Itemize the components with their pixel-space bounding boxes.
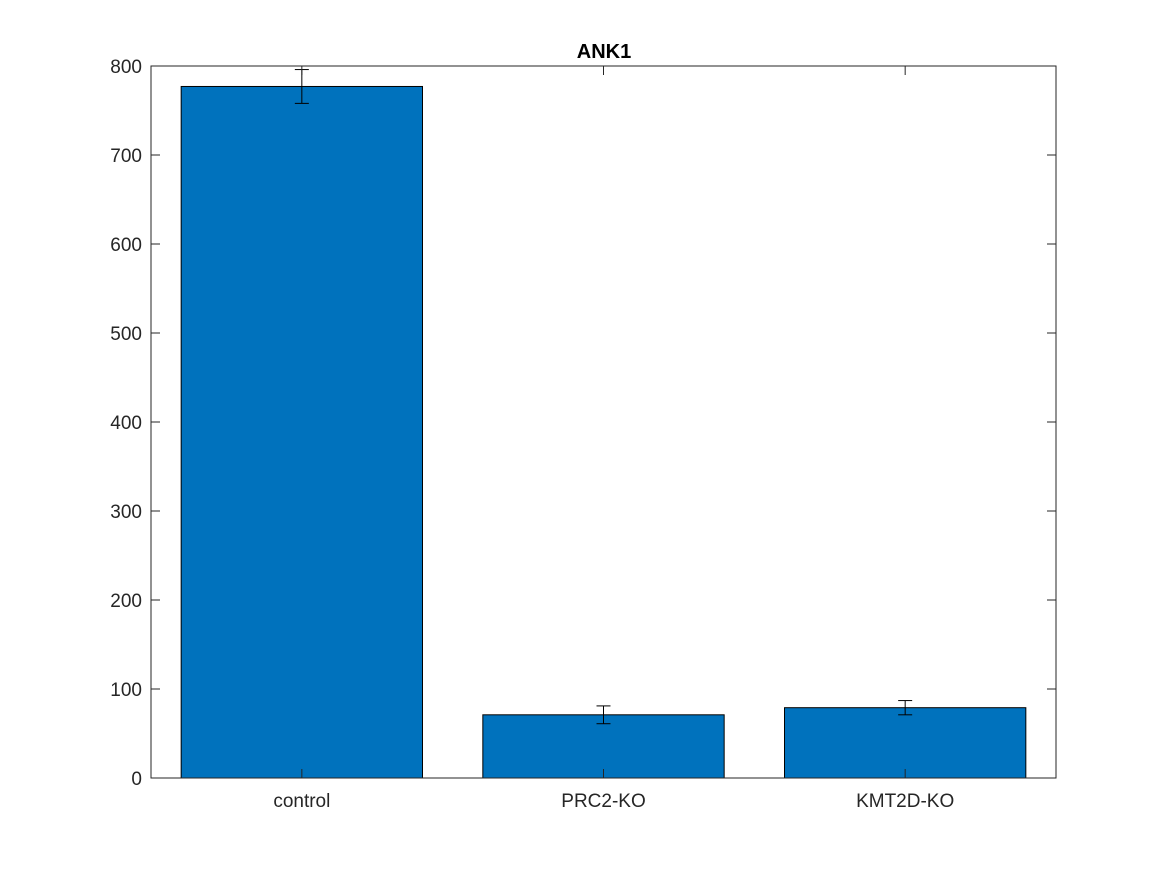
y-tick-label: 0	[131, 769, 142, 790]
error-bar-kmt2d-ko	[898, 700, 913, 716]
chart-title: ANK1	[577, 41, 631, 63]
y-tick-label: 300	[110, 502, 142, 523]
y-ticks-layer: 0 100 200 300 400 500 600 700 800	[110, 57, 1056, 790]
bar-prc2-ko	[482, 714, 725, 779]
x-tick-label-kmt2d-ko: KMT2D-KO	[856, 791, 954, 812]
error-bars-layer	[294, 69, 913, 725]
x-tick-label-control: control	[273, 791, 330, 812]
y-tick-label: 200	[110, 591, 142, 612]
y-tick-label: 400	[110, 413, 142, 434]
y-tick-label: 100	[110, 680, 142, 701]
y-tick-label: 700	[110, 146, 142, 167]
x-ticks-layer: control PRC2-KO KMT2D-KO	[273, 66, 954, 812]
y-tick-label: 600	[110, 235, 142, 256]
x-tick-label-prc2-ko: PRC2-KO	[561, 791, 645, 812]
bar-kmt2d-ko	[784, 707, 1027, 779]
bars-layer	[180, 85, 1027, 779]
y-tick-label: 500	[110, 324, 142, 345]
y-tick-label: 800	[110, 57, 142, 78]
bar-control	[180, 85, 423, 779]
error-bar-prc2-ko	[596, 705, 611, 725]
